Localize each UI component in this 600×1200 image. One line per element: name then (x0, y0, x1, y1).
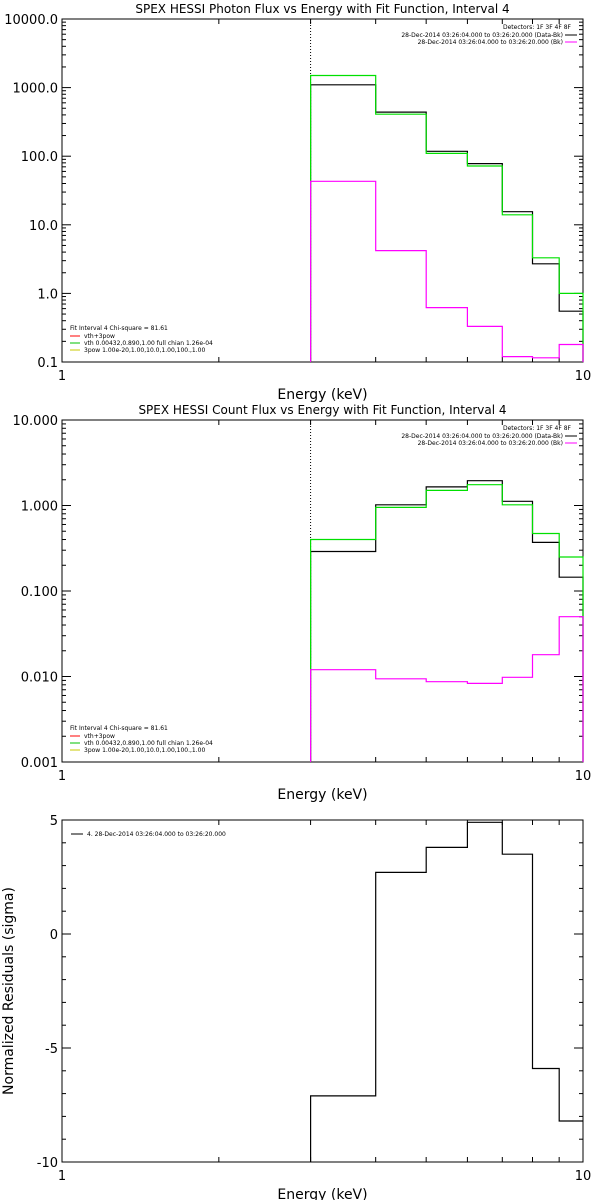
y-tick-label: 1.0 (37, 287, 58, 302)
y-tick-label: 0.100 (21, 585, 58, 600)
chart-panel-2: SPEX HESSI Count Flux vs Energy with Fit… (13, 403, 592, 803)
chart-title: SPEX HESSI Count Flux vs Energy with Fit… (138, 403, 506, 417)
y-tick-label: 1000.0 (13, 82, 59, 97)
legend-fit-header: Fit Interval 4 Chi-square = 81.61 (70, 725, 168, 732)
legend-detectors: Detectors: 1F 3F 4F 8F (503, 425, 572, 432)
x-tick-label: 1 (58, 769, 66, 784)
y-tick-label: 1.000 (21, 500, 58, 515)
legend-entry-label: 28-Dec-2014 03:26:04.000 to 03:26:20.000… (401, 433, 563, 440)
chart-panel-1: SPEX HESSI Photon Flux vs Energy with Fi… (4, 2, 591, 403)
legend-fit-header: Fit Interval 4 Chi-square = 81.61 (70, 325, 168, 332)
x-tick-label: 1 (58, 369, 66, 384)
y-tick-label: -5 (45, 1042, 58, 1057)
x-tick-label: 10 (575, 769, 592, 784)
chart-panel-3: 5 0 -5 -101 10 Energy (keV) Normalized Residua… (1, 814, 591, 1200)
legend-entry-label: vth+3pow (84, 733, 115, 740)
y-tick-label: 10.0 (29, 219, 58, 234)
series-line-1 (310, 821, 583, 1162)
legend-entry-label: vth 0.00432,0.890,1.00 full chian 1.26e-… (84, 740, 213, 747)
x-tick-label: 10 (575, 369, 592, 384)
x-axis-label: Energy (keV) (277, 1187, 367, 1200)
series-line-2 (310, 484, 584, 762)
series-line-1 (310, 480, 584, 762)
y-tick-label: 100.0 (21, 150, 58, 165)
x-axis-label: Energy (keV) (277, 787, 367, 803)
y-axis-label: Normalized Residuals (sigma) (1, 887, 17, 1095)
legend-entry-label: vth+3pow (84, 333, 115, 340)
y-tick-label: 0.010 (21, 671, 58, 686)
legend-entry-label: 3pow 1.00e-20,1.00,10.0,1.00,100.,1.00 (84, 747, 205, 754)
legend-entry-label: 3pow 1.00e-20,1.00,10.0,1.00,100.,1.00 (84, 347, 205, 354)
series-line-2 (310, 74, 584, 362)
plot-frame (61, 819, 584, 1163)
x-axis-label: Energy (keV) (277, 387, 367, 403)
y-tick-label: 0.001 (21, 756, 58, 771)
series-line-3 (310, 616, 584, 762)
y-tick-label: 0.1 (37, 356, 58, 371)
legend-entry-label: 4. 28-Dec-2014 03:26:04.000 to 03:26:20.… (87, 831, 226, 838)
x-tick-label: 10 (575, 1169, 592, 1184)
y-tick-label: 5 (50, 814, 58, 829)
y-tick-label: -10 (37, 1156, 58, 1171)
x-tick-label: 1 (58, 1169, 66, 1184)
legend-entry-label: 28-Dec-2014 03:26:04.000 to 03:26:20.000… (401, 32, 563, 39)
y-tick-label: 10000.0 (4, 13, 58, 28)
y-tick-label: 0 (50, 928, 58, 943)
legend-entry-label: vth 0.00432,0.890,1.00 full chian 1.26e-… (84, 340, 213, 347)
plot-frame (61, 18, 584, 363)
legend-entry-label: 28-Dec-2014 03:26:04.000 to 03:26:20.000… (418, 440, 563, 447)
chart-title: SPEX HESSI Photon Flux vs Energy with Fi… (135, 2, 509, 16)
legend-entry-label: 28-Dec-2014 03:26:04.000 to 03:26:20.000… (418, 39, 563, 46)
series-line-1 (310, 84, 584, 362)
series-line-3 (310, 180, 584, 362)
legend-detectors: Detectors: 1F 3F 4F 8F (503, 24, 572, 31)
y-tick-label: 10.000 (13, 414, 59, 429)
plot-frame (61, 419, 584, 763)
